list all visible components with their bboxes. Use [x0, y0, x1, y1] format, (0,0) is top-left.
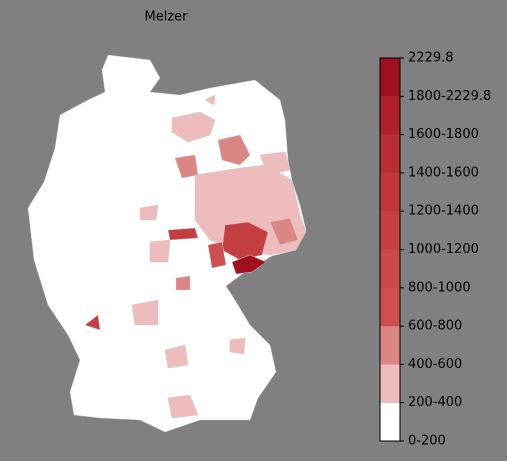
colorbar-segment: [380, 287, 400, 327]
colorbar-segment: [380, 58, 400, 97]
region: [229, 337, 246, 355]
colorbar-segment: [380, 96, 400, 135]
region: [167, 227, 199, 241]
colorbar-segment: [380, 249, 400, 288]
colorbar-label: 600-800: [408, 319, 462, 334]
region: [269, 217, 299, 246]
colorbar-segment: [380, 172, 400, 212]
region: [204, 94, 216, 106]
region: [207, 241, 227, 269]
region: [231, 254, 267, 275]
region: [175, 275, 191, 291]
colorbar-segment: [380, 364, 400, 403]
region: [84, 314, 101, 331]
region: [259, 151, 291, 176]
colorbar-label: 1200-1400: [408, 204, 479, 219]
colorbar-segment: [380, 211, 400, 250]
region: [164, 344, 189, 369]
region: [171, 111, 216, 143]
colorbar-label: 400-600: [408, 357, 462, 372]
colorbar-label: 200-400: [408, 395, 462, 410]
colorbar-label: 1800-2229.8: [408, 89, 491, 104]
colorbar-segment: [380, 326, 400, 365]
region: [149, 239, 171, 263]
region: [131, 299, 159, 326]
colorbar-segment: [380, 402, 400, 441]
colorbar-label: 1400-1600: [408, 165, 479, 180]
colorbar-segment: [380, 134, 400, 173]
region: [139, 204, 159, 221]
colorbar-label: 1000-1200: [408, 242, 479, 257]
colorbar-label: 800-1000: [408, 280, 471, 295]
colorbar-label: 1600-1800: [408, 127, 479, 142]
colorbar-label: 0-200: [408, 434, 446, 449]
colorbar: 0-200 200-400 400-600 600-800 800-1000 1000-1…: [379, 51, 491, 449]
map-title: Melzer: [145, 10, 189, 25]
germany-map: [27, 54, 307, 433]
region: [167, 394, 199, 419]
colorbar-label: 2229.8: [408, 51, 454, 66]
region: [217, 134, 251, 166]
